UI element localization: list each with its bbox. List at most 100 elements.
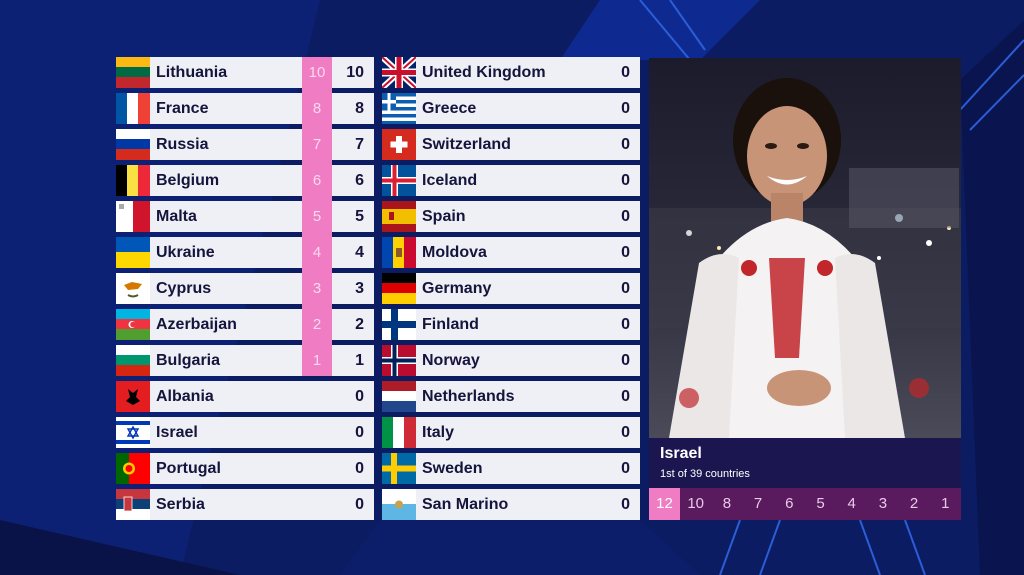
sweden-flag-icon (382, 453, 416, 484)
spokesperson-info-panel: Israel 1st of 39 countries (649, 438, 961, 488)
scoreboard-row: Italy 0 (382, 417, 640, 448)
awarded-points-badge: 4 (302, 237, 332, 273)
total-score: 0 (621, 352, 630, 369)
total-score: 0 (621, 208, 630, 225)
awarded-points-badge: 7 (302, 129, 332, 165)
scoreboard-row: Netherlands 0 (382, 381, 640, 412)
country-name: Bulgaria (156, 352, 221, 369)
total-score: 10 (346, 64, 364, 81)
finland-flag-icon (382, 309, 416, 340)
greece-flag-icon (382, 93, 416, 124)
spokesperson-country: Israel (660, 445, 702, 462)
country-name: Malta (156, 208, 197, 225)
scoreboard-row: United Kingdom 0 (382, 57, 640, 88)
scoreboard-row: Switzerland 0 (382, 129, 640, 160)
germany-flag-icon (382, 273, 416, 304)
serbia-flag-icon (116, 489, 150, 520)
total-score: 2 (355, 316, 364, 333)
albania-flag-icon (116, 381, 150, 412)
country-name: Spain (422, 208, 466, 225)
iceland-flag-icon (382, 165, 416, 196)
france-flag-icon (116, 93, 150, 124)
total-score: 5 (355, 208, 364, 225)
points-scale-value-1: 1 (941, 495, 950, 512)
total-score: 0 (355, 496, 364, 513)
country-name: Netherlands (422, 388, 515, 405)
country-name: San Marino (422, 496, 509, 513)
scoreboard-row: Israel 0 (116, 417, 374, 448)
country-name: Ukraine (156, 244, 215, 261)
total-score: 0 (621, 316, 630, 333)
total-score: 0 (355, 460, 364, 477)
points-scale-value-7: 7 (753, 495, 763, 512)
total-score: 0 (621, 460, 630, 477)
scoreboard-row: France 8 8 (116, 93, 374, 129)
bulgaria-flag-icon (116, 345, 150, 376)
total-score: 3 (355, 280, 364, 297)
scoreboard-row: Greece 0 (382, 93, 640, 124)
moldova-flag-icon (382, 237, 416, 268)
country-name: Azerbaijan (156, 316, 237, 333)
united-kingdom-flag-icon (382, 57, 416, 88)
total-score: 0 (621, 280, 630, 297)
cyprus-flag-icon (116, 273, 150, 304)
points-scale-value-10: 10 (687, 495, 705, 512)
country-name: Cyprus (156, 280, 212, 297)
scoreboard-row: Finland 0 (382, 309, 640, 340)
scoreboard-row: Ukraine 4 4 (116, 237, 374, 273)
scoreboard-row: San Marino 0 (382, 489, 640, 520)
country-name: United Kingdom (422, 64, 546, 81)
ukraine-flag-icon (116, 237, 150, 268)
total-score: 0 (621, 172, 630, 189)
total-score: 0 (621, 136, 630, 153)
malta-flag-icon (116, 201, 150, 232)
scoreboard-row: Cyprus 3 3 (116, 273, 374, 309)
total-score: 0 (355, 388, 364, 405)
points-scale-value-4: 4 (847, 495, 856, 512)
scoreboard-row: Portugal 0 (116, 453, 374, 484)
scoreboard-row: Iceland 0 (382, 165, 640, 196)
country-name: Lithuania (156, 64, 228, 81)
country-name: France (156, 100, 209, 117)
country-name: Finland (422, 316, 479, 333)
scoreboard-row: Russia 7 7 (116, 129, 374, 165)
country-name: Moldova (422, 244, 487, 261)
awarded-points-badge: 6 (302, 165, 332, 201)
scoreboard-row: Albania 0 (116, 381, 374, 412)
country-name: Belgium (156, 172, 220, 189)
lithuania-flag-icon (116, 57, 150, 88)
total-score: 0 (621, 100, 630, 117)
awarded-points-badge: 1 (302, 345, 332, 376)
scoreboard-row: Lithuania 10 10 (116, 57, 374, 93)
country-name: Serbia (156, 496, 205, 513)
scoreboard-row: Sweden 0 (382, 453, 640, 484)
awarded-points-badge: 5 (302, 201, 332, 237)
total-score: 1 (355, 352, 364, 369)
points-scale-value-3: 3 (878, 495, 888, 512)
scoreboard-row: Malta 5 5 (116, 201, 374, 237)
norway-flag-icon (382, 345, 416, 376)
awarded-points-badge: 10 (302, 57, 332, 93)
spain-flag-icon (382, 201, 416, 232)
scoreboard-row: Bulgaria 1 1 (116, 345, 374, 376)
portugal-flag-icon (116, 453, 150, 484)
total-score: 6 (355, 172, 364, 189)
scoreboard-row: Germany 0 (382, 273, 640, 304)
country-name: Sweden (422, 460, 483, 477)
country-name: Albania (156, 388, 214, 405)
awarded-points-badge: 2 (302, 309, 332, 345)
points-scale-value-2: 2 (909, 495, 919, 512)
scoreboard-row: Belgium 6 6 (116, 165, 374, 201)
scoreboard-row: Spain 0 (382, 201, 640, 232)
switzerland-flag-icon (382, 129, 416, 160)
total-score: 7 (355, 136, 364, 153)
country-name: Switzerland (422, 136, 511, 153)
country-name: Russia (156, 136, 209, 153)
points-scale-value-12: 12 (649, 488, 680, 520)
scoreboard-row: Serbia 0 (116, 489, 374, 520)
azerbaijan-flag-icon (116, 309, 150, 340)
italy-flag-icon (382, 417, 416, 448)
total-score: 0 (621, 496, 630, 513)
country-name: Italy (422, 424, 455, 441)
total-score: 0 (355, 424, 364, 441)
